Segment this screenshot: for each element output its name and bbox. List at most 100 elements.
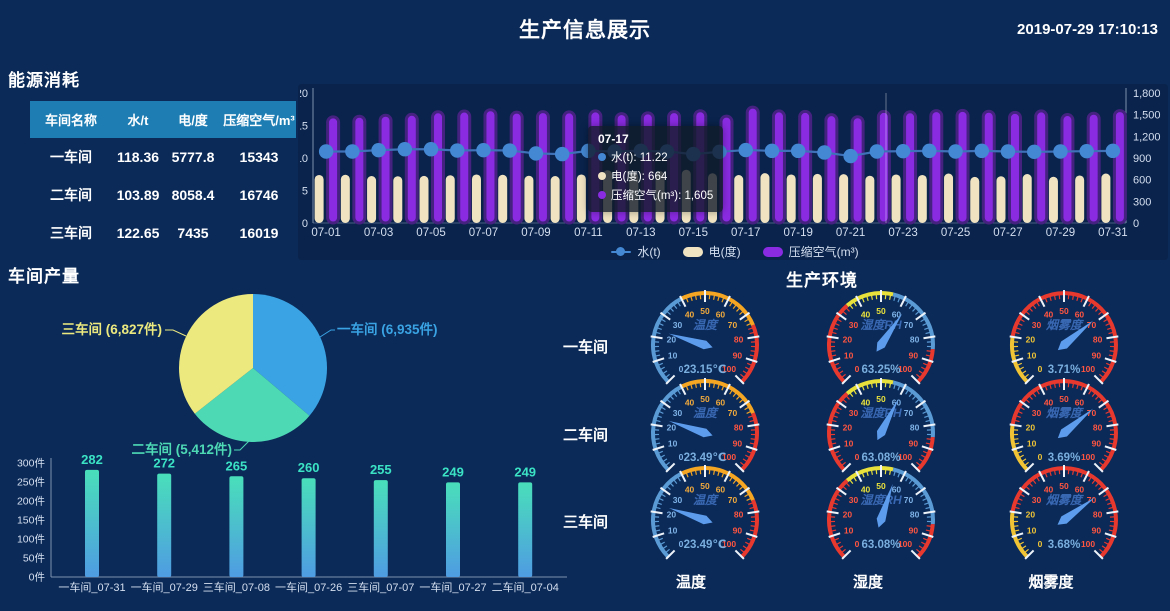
water-point[interactable] bbox=[1053, 144, 1068, 159]
compressed-air-bar[interactable] bbox=[457, 109, 472, 225]
electricity-bar[interactable] bbox=[367, 176, 377, 223]
compressed-air-bar[interactable] bbox=[562, 110, 577, 225]
electricity-bar[interactable] bbox=[812, 173, 822, 223]
electricity-bar[interactable] bbox=[917, 174, 927, 223]
water-point[interactable] bbox=[843, 148, 858, 164]
compressed-air-bar[interactable] bbox=[378, 113, 393, 225]
electricity-bar[interactable] bbox=[445, 175, 455, 223]
water-point[interactable] bbox=[1079, 143, 1094, 159]
water-point[interactable] bbox=[817, 145, 832, 160]
water-point[interactable] bbox=[1027, 144, 1042, 160]
water-point[interactable] bbox=[423, 142, 439, 157]
electricity-bar[interactable] bbox=[996, 176, 1006, 223]
water-point[interactable] bbox=[528, 146, 544, 161]
compressed-air-bar[interactable] bbox=[1060, 113, 1075, 225]
water-point[interactable] bbox=[895, 143, 911, 159]
electricity-bar[interactable] bbox=[734, 175, 744, 223]
gauge-tick bbox=[657, 322, 664, 326]
compressed-air-bar[interactable] bbox=[850, 115, 865, 225]
compressed-air-bar[interactable] bbox=[1007, 110, 1022, 225]
legend-item[interactable]: 压缩空气(m³) bbox=[762, 243, 859, 260]
water-point[interactable] bbox=[974, 143, 989, 159]
output-bar[interactable] bbox=[85, 469, 99, 577]
compressed-air-bar[interactable] bbox=[326, 115, 341, 225]
compressed-air-bar[interactable] bbox=[771, 109, 786, 225]
output-bar[interactable] bbox=[446, 482, 460, 577]
water-point[interactable] bbox=[345, 144, 360, 159]
legend-item[interactable]: 电(度) bbox=[682, 243, 741, 260]
electricity-bar[interactable] bbox=[314, 174, 324, 223]
water-point[interactable] bbox=[450, 143, 465, 158]
water-point[interactable] bbox=[502, 143, 517, 158]
water-point[interactable] bbox=[318, 144, 334, 159]
electricity-bar[interactable] bbox=[471, 174, 481, 223]
electricity-bar[interactable] bbox=[891, 174, 901, 223]
water-point[interactable] bbox=[738, 142, 753, 158]
compressed-air-bar[interactable] bbox=[483, 108, 498, 225]
compressed-air-bar[interactable] bbox=[824, 113, 839, 225]
compressed-air-bar[interactable] bbox=[1034, 109, 1049, 225]
electricity-bar[interactable] bbox=[944, 173, 954, 223]
compressed-air-bar[interactable] bbox=[1086, 111, 1101, 225]
compressed-air-bar[interactable] bbox=[903, 110, 918, 225]
compressed-air-bar[interactable] bbox=[509, 110, 524, 225]
water-point[interactable] bbox=[554, 146, 570, 162]
output-bar[interactable] bbox=[518, 482, 533, 577]
output-bar[interactable] bbox=[229, 476, 244, 577]
water-point[interactable] bbox=[869, 144, 885, 159]
electricity-bar[interactable] bbox=[1101, 173, 1111, 223]
electricity-bar[interactable] bbox=[1048, 176, 1058, 223]
compressed-air-bar[interactable] bbox=[981, 109, 996, 225]
compressed-air-bar[interactable] bbox=[352, 114, 367, 225]
water-point[interactable] bbox=[948, 144, 963, 159]
electricity-bar[interactable] bbox=[419, 175, 429, 223]
water-point[interactable] bbox=[1105, 143, 1121, 159]
output-bar[interactable] bbox=[373, 480, 388, 577]
output-bar[interactable] bbox=[157, 473, 172, 577]
electricity-bar[interactable] bbox=[576, 174, 586, 223]
electricity-bar[interactable] bbox=[498, 174, 508, 223]
electricity-bar[interactable] bbox=[340, 174, 350, 223]
electricity-bar[interactable] bbox=[786, 174, 796, 223]
compressed-air-bar[interactable] bbox=[535, 110, 550, 225]
water-point[interactable] bbox=[922, 143, 937, 159]
pie-slice[interactable] bbox=[194, 368, 310, 443]
compressed-air-bar[interactable] bbox=[745, 105, 760, 225]
electricity-bar[interactable] bbox=[1075, 175, 1085, 223]
legend-item[interactable]: 水(t) bbox=[611, 243, 661, 260]
pie-slice[interactable] bbox=[179, 294, 253, 414]
electricity-bar[interactable] bbox=[393, 176, 403, 223]
water-point[interactable] bbox=[476, 143, 491, 158]
compressed-air-bar[interactable] bbox=[876, 109, 891, 225]
compressed-air-bar[interactable] bbox=[1112, 109, 1127, 225]
gauge-tick bbox=[837, 370, 844, 375]
compressed-air-bar[interactable] bbox=[431, 110, 446, 225]
output-bar[interactable] bbox=[301, 478, 316, 577]
electricity-bar[interactable] bbox=[524, 175, 534, 223]
electricity-bar[interactable] bbox=[760, 173, 770, 223]
electricity-bar[interactable] bbox=[550, 176, 560, 223]
compressed-air-bar[interactable] bbox=[929, 109, 944, 225]
water-point[interactable] bbox=[397, 142, 412, 157]
water-point[interactable] bbox=[1000, 144, 1016, 159]
electricity-bar[interactable] bbox=[839, 174, 849, 223]
compressed-air-bar[interactable] bbox=[955, 108, 970, 225]
water-point[interactable] bbox=[371, 143, 386, 158]
electricity-bar[interactable] bbox=[1022, 174, 1032, 223]
compressed-air-bar[interactable] bbox=[404, 112, 419, 225]
electricity-bar[interactable] bbox=[970, 176, 980, 223]
water-point[interactable] bbox=[764, 143, 780, 159]
compressed-air-bar[interactable] bbox=[798, 109, 813, 225]
electricity-bar[interactable] bbox=[865, 175, 875, 223]
pie-slice[interactable] bbox=[253, 294, 328, 416]
water-point[interactable] bbox=[790, 143, 806, 159]
